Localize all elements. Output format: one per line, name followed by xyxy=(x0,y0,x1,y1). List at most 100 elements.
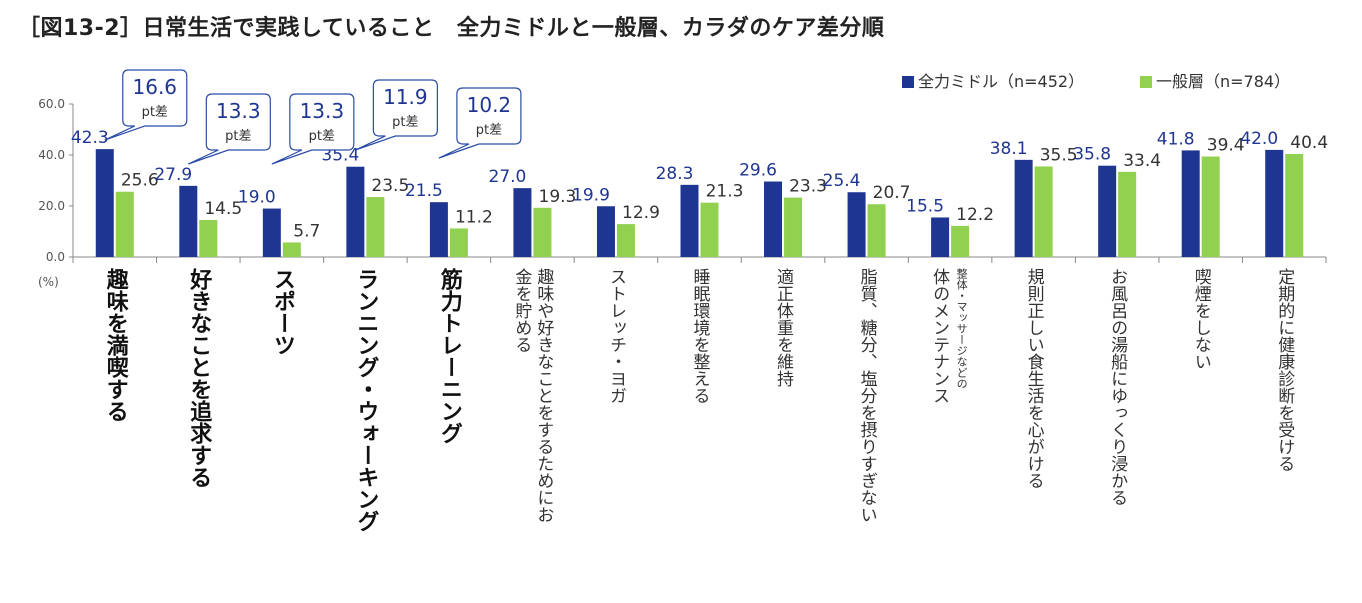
value-label-series-2: 12.9 xyxy=(622,203,660,223)
value-label-series-2: 14.5 xyxy=(204,199,242,219)
category-label-line: 定期的に健康診断を受ける xyxy=(1274,268,1295,472)
category-label: 整体・マッサージなどの 体のメンテナンス xyxy=(928,268,972,598)
value-label-series-2: 23.3 xyxy=(789,177,827,197)
category-label: 好きなことを追求する xyxy=(185,268,211,598)
value-label-series-1: 19.9 xyxy=(572,185,610,205)
bar-series-2 xyxy=(366,197,385,257)
category-label: 定期的に健康診断を受ける xyxy=(1273,268,1295,598)
bar-series-2 xyxy=(867,204,886,257)
callout-suffix: pt差 xyxy=(392,115,418,130)
value-label-series-1: 21.5 xyxy=(405,181,443,201)
category-label-line: 規則正しい食生活を心がける xyxy=(1023,268,1044,489)
category-label: 適正体重を維持 xyxy=(772,268,794,598)
pt-diff-callout: 13.3 pt差 xyxy=(271,93,355,165)
legend-swatch-series-2 xyxy=(1140,76,1152,88)
y-tick-label: 20.0 xyxy=(38,199,65,213)
value-label-series-1: 41.8 xyxy=(1157,129,1195,149)
bar-series-1 xyxy=(680,184,699,257)
value-label-series-2: 12.2 xyxy=(956,205,994,225)
y-tick-label: 60.0 xyxy=(38,97,65,111)
pt-diff-callout: 11.9 pt差 xyxy=(355,79,438,151)
bar-series-1 xyxy=(931,217,950,257)
callout-bubble xyxy=(104,69,188,141)
category-label: 喫煙をしない xyxy=(1190,268,1212,598)
category-label-line: 筋力トレーニング xyxy=(436,268,462,444)
bar-series-1 xyxy=(1265,149,1284,257)
category-label: 趣味や好きなことをするためにお 金を貯める xyxy=(510,268,554,598)
category-label-line: スポーツ xyxy=(269,268,295,356)
pt-diff-callout: 13.3 pt差 xyxy=(188,93,271,165)
bar-series-2 xyxy=(1285,153,1304,257)
bar-series-1 xyxy=(1181,150,1200,257)
value-label-series-1: 35.4 xyxy=(321,146,359,166)
category-label-line: 趣味を満喫する xyxy=(102,268,128,422)
callout-bubble xyxy=(355,79,438,151)
bar-series-1 xyxy=(429,202,448,257)
value-label-series-2: 19.3 xyxy=(539,187,577,207)
category-label: 脂質、糖分、塩分を摂りすぎない xyxy=(856,268,878,598)
bar-series-1 xyxy=(95,149,114,257)
bar-series-2 xyxy=(951,225,970,257)
bar-series-2 xyxy=(1034,166,1053,257)
pt-diff-callout: 16.6 pt差 xyxy=(104,69,188,141)
callout-bubble xyxy=(271,93,355,165)
category-label: スポーツ xyxy=(269,268,295,598)
bar-series-2 xyxy=(700,202,719,257)
category-label-line: 喫煙をしない xyxy=(1190,268,1211,370)
y-tick-label: 40.0 xyxy=(38,148,65,162)
callout-value: 16.6 xyxy=(133,75,178,99)
legend-label-series-2: 一般層（n=784） xyxy=(1156,72,1291,91)
bar-series-1 xyxy=(262,208,281,257)
callout-value: 13.3 xyxy=(300,99,345,123)
bar-series-2 xyxy=(282,242,301,257)
value-label-series-2: 21.3 xyxy=(706,182,744,202)
pt-diff-callout: 10.2 pt差 xyxy=(438,87,522,159)
bar-series-1 xyxy=(346,166,365,257)
value-label-series-1: 15.5 xyxy=(906,196,944,216)
value-label-series-1: 42.3 xyxy=(71,128,109,148)
value-label-series-2: 5.7 xyxy=(293,221,320,241)
bar-series-1 xyxy=(179,185,198,257)
category-label-line: 体のメンテナンス xyxy=(929,268,950,404)
callout-bubble xyxy=(188,93,271,165)
callout-bubble xyxy=(438,87,522,159)
bar-series-1 xyxy=(513,188,532,257)
value-label-series-1: 29.6 xyxy=(739,161,777,181)
category-label-line: 好きなことを追求する xyxy=(186,268,212,488)
value-label-series-1: 42.0 xyxy=(1240,129,1278,149)
value-label-series-1: 19.0 xyxy=(238,188,276,208)
value-label-series-2: 11.2 xyxy=(455,207,493,227)
legend-swatch-series-1 xyxy=(902,76,914,88)
legend-item-series-1: 全力ミドル（n=452） xyxy=(902,68,1084,92)
value-label-series-2: 39.4 xyxy=(1207,136,1245,156)
legend-item-series-2: 一般層（n=784） xyxy=(1140,68,1290,92)
value-label-series-2: 23.5 xyxy=(371,176,409,196)
value-label-series-1: 25.4 xyxy=(823,171,861,191)
value-label-series-1: 28.3 xyxy=(656,164,694,184)
callout-suffix: pt差 xyxy=(225,129,251,144)
category-label: 規則正しい食生活を心がける xyxy=(1023,268,1045,598)
value-label-series-2: 35.5 xyxy=(1040,145,1078,165)
category-label-line: 金を貯める xyxy=(511,268,532,353)
category-label-line: お風呂の湯船にゆっくり浸かる xyxy=(1107,268,1128,506)
callout-suffix: pt差 xyxy=(476,123,502,138)
bar-series-1 xyxy=(764,181,783,257)
bar-series-2 xyxy=(616,224,635,257)
category-label: 筋力トレーニング xyxy=(436,268,462,598)
bar-series-1 xyxy=(596,206,615,257)
chart-title: ［図13-2］日常生活で実践していること 全力ミドルと一般層、カラダのケア差分順 xyxy=(18,16,885,41)
value-label-series-1: 35.8 xyxy=(1073,145,1111,165)
category-label: ランニング・ウォーキング xyxy=(352,268,378,598)
bar-series-2 xyxy=(115,191,134,257)
value-label-series-1: 38.1 xyxy=(990,139,1028,159)
category-label-line: ランニング・ウォーキング xyxy=(353,268,379,532)
bar-series-2 xyxy=(784,197,803,257)
value-label-series-1: 27.0 xyxy=(489,167,527,187)
category-label: お風呂の湯船にゆっくり浸かる xyxy=(1106,268,1128,598)
category-label: 睡眠環境を整える xyxy=(689,268,711,598)
category-label: ストレッチ・ヨガ xyxy=(605,268,627,598)
bar-series-2 xyxy=(533,207,552,257)
callout-suffix: pt差 xyxy=(142,105,168,120)
y-tick-label: 0.0 xyxy=(46,250,65,264)
